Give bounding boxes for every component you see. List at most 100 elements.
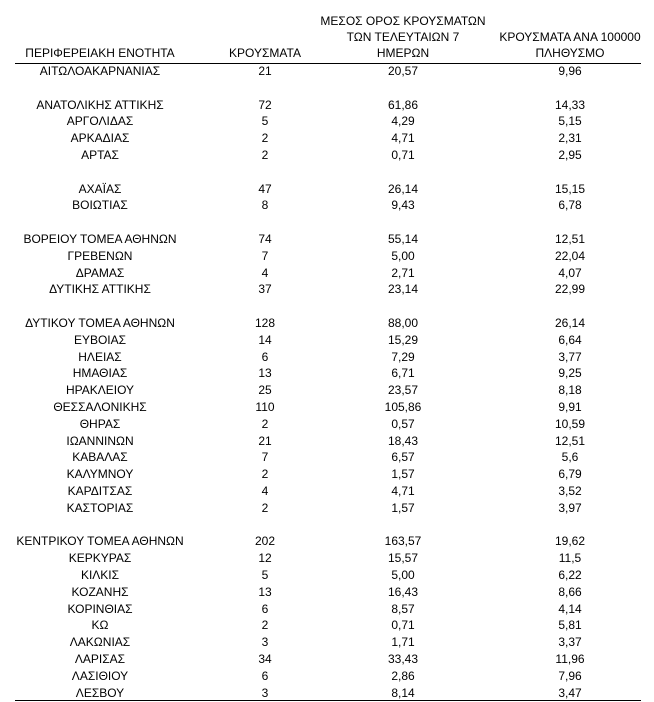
region: ΘΕΣΣΑΛΟΝΙΚΗΣ [53, 400, 147, 414]
cases: 14 [258, 332, 272, 347]
per-100000: 2,95 [558, 148, 582, 162]
region: ΗΛΕΙΑΣ [78, 349, 122, 364]
region: ΚΙΛΚΙΣ [80, 568, 120, 582]
header-region: ΠΕΡΙΦΕΡΕΙΑΚΗ ΕΝΟΤΗΤΑ [25, 46, 175, 60]
region: ΑΡΚΑΔΙΑΣ [70, 131, 130, 146]
avg-7-days: 23,57 [387, 383, 419, 398]
per-100000: 11,96 [555, 652, 585, 666]
cases: 12 [258, 551, 272, 566]
per-100000: 3,52 [558, 484, 582, 498]
cases: 2 [261, 500, 269, 515]
cases: 13 [258, 366, 272, 381]
per-100000: 4,14 [558, 601, 582, 616]
avg-7-days: 15,29 [387, 332, 419, 347]
cases: 2 [261, 618, 269, 633]
cases: 21 [258, 64, 272, 78]
avg-7-days: 1,71 [391, 635, 415, 650]
cases: 7 [261, 450, 269, 465]
cases: 37 [258, 282, 272, 297]
per-100000: 26,14 [554, 316, 586, 330]
cases: 5 [261, 568, 269, 582]
avg-7-days: 8,14 [391, 685, 415, 700]
avg-7-days: 18,43 [387, 433, 419, 448]
per-100000: 9,25 [558, 366, 582, 381]
region: ΚΩ [91, 618, 109, 633]
per-100000: 22,99 [554, 282, 586, 297]
per-100000: 5,15 [558, 114, 582, 129]
avg-7-days: 5,00 [391, 248, 415, 263]
region: ΘΗΡΑΣ [79, 416, 121, 431]
cases: 21 [258, 433, 272, 448]
cases: 5 [261, 114, 269, 129]
cases: 202 [254, 534, 276, 549]
region: ΑΡΓΟΛΙΔΑΣ [66, 114, 134, 129]
cases: 7 [261, 248, 269, 263]
avg-7-days: 4,71 [391, 131, 415, 146]
header-cases: ΚΡΟΥΣΜΑΤΑ [229, 46, 301, 60]
cases: 13 [258, 584, 272, 599]
header-per-100000: ΚΡΟΥΣΜΑΤΑ ΑΝΑ 100000 [499, 30, 641, 44]
region: ΔΥΤΙΚΗΣ ΑΤΤΙΚΗΣ [49, 282, 151, 297]
avg-7-days: 0,71 [391, 618, 415, 633]
per-100000: 3,77 [558, 349, 582, 364]
cases: 6 [261, 349, 269, 364]
cases: 3 [261, 635, 269, 650]
cases: 4 [261, 265, 269, 280]
region: ΑΝΑΤΟΛΙΚΗΣ ΑΤΤΙΚΗΣ [36, 97, 164, 112]
region: ΛΑΡΙΣΑΣ [74, 652, 126, 666]
avg-7-days: 2,86 [391, 668, 415, 683]
per-100000: 5,81 [558, 618, 582, 633]
bottom-rule [15, 700, 641, 701]
cases: 2 [261, 467, 269, 482]
avg-7-days: 8,57 [391, 601, 415, 616]
per-100000: 15,15 [554, 181, 586, 196]
per-100000: 3,37 [558, 635, 582, 650]
region: ΔΡΑΜΑΣ [75, 265, 125, 280]
per-100000: 3,97 [558, 500, 582, 515]
per-100000: 3,47 [558, 685, 582, 700]
per-100000: 9,91 [558, 400, 582, 414]
cases: 25 [258, 383, 272, 398]
per-100000: 8,18 [558, 383, 582, 398]
avg-7-days: 16,43 [387, 584, 419, 599]
cases: 2 [261, 131, 269, 146]
region: ΚΑΛΥΜΝΟΥ [66, 467, 134, 482]
region: ΓΡΕΒΕΝΩΝ [67, 248, 133, 263]
avg-7-days: 1,57 [391, 500, 415, 515]
per-100000: 8,66 [558, 584, 582, 599]
region: ΚΑΣΤΟΡΙΑΣ [66, 500, 134, 515]
per-100000: 10,59 [554, 416, 586, 431]
cases: 110 [255, 400, 275, 414]
region: ΛΕΣΒΟΥ [75, 685, 125, 700]
region: ΒΟΙΩΤΙΑΣ [72, 198, 128, 213]
region: ΙΩΑΝΝΙΝΩΝ [66, 433, 134, 448]
avg-7-days: 9,43 [391, 198, 415, 213]
per-100000: 22,04 [554, 248, 586, 263]
per-100000: 4,07 [558, 265, 582, 280]
header-per-100000: ΠΛΗΘΥΣΜΟ [535, 46, 605, 60]
cases: 6 [261, 601, 269, 616]
region: ΚΕΡΚΥΡΑΣ [68, 551, 132, 566]
cases: 4 [261, 484, 269, 498]
per-100000: 6,64 [558, 332, 582, 347]
per-100000: 12,51 [554, 433, 586, 448]
avg-7-days: 2,71 [391, 265, 415, 280]
region: ΚΕΝΤΡΙΚΟΥ ΤΟΜΕΑ ΑΘΗΝΩΝ [16, 534, 184, 549]
avg-7-days: 1,57 [391, 467, 415, 482]
cases: 2 [261, 416, 269, 431]
region: ΚΟΡΙΝΘΙΑΣ [67, 601, 133, 616]
avg-7-days: 105,86 [384, 400, 422, 414]
region: ΛΑΣΙΘΙΟΥ [71, 668, 129, 683]
region: ΑΡΤΑΣ [81, 148, 119, 162]
region: ΚΑΒΑΛΑΣ [72, 450, 128, 465]
avg-7-days: 26,14 [387, 181, 419, 196]
cases: 8 [261, 198, 269, 213]
per-100000: 19,62 [554, 534, 586, 549]
region: ΔΥΤΙΚΟΥ ΤΟΜΕΑ ΑΘΗΝΩΝ [25, 316, 175, 330]
region: ΑΙΤΩΛΟΑΚΑΡΝΑΝΙΑΣ [39, 64, 161, 78]
region: ΛΑΚΩΝΙΑΣ [69, 635, 131, 650]
region: ΕΥΒΟΙΑΣ [73, 332, 127, 347]
per-100000: 6,22 [558, 568, 582, 582]
avg-7-days: 55,14 [387, 232, 419, 246]
